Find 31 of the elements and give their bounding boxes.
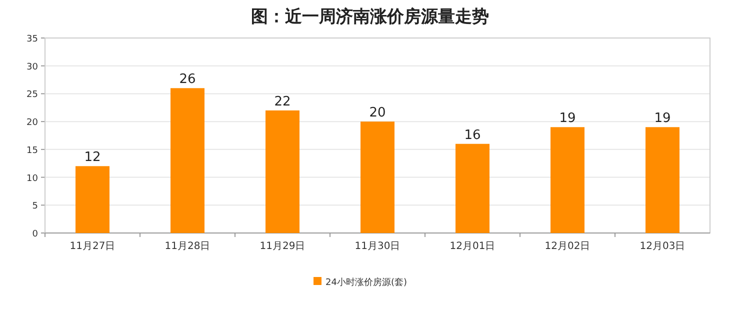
data-label: 16 [464, 128, 481, 143]
legend-label: 24小时涨价房源(套) [326, 277, 407, 288]
bar [360, 122, 394, 233]
x-tick-label: 12月03日 [640, 241, 686, 252]
y-tick-label: 15 [26, 146, 38, 156]
bar [646, 127, 680, 233]
data-label: 19 [654, 111, 671, 126]
x-tick-label: 11月28日 [164, 241, 210, 252]
x-tick-label: 12月01日 [450, 241, 496, 252]
y-tick-label: 20 [26, 118, 38, 128]
y-tick-label: 35 [26, 34, 38, 44]
data-label: 20 [369, 106, 386, 121]
chart-title: 图：近一周济南涨价房源量走势 [251, 7, 489, 27]
bar [170, 88, 204, 233]
data-label: 12 [84, 150, 101, 166]
data-label: 22 [274, 94, 291, 110]
bar [550, 127, 584, 233]
x-tick-label: 11月30日 [354, 241, 400, 252]
x-tick-label: 12月02日 [544, 241, 590, 252]
y-tick-label: 10 [26, 174, 38, 184]
y-tick-label: 0 [32, 230, 38, 240]
y-tick-label: 25 [26, 90, 38, 100]
y-tick-label: 5 [32, 202, 38, 212]
x-tick-label: 11月29日 [260, 241, 306, 252]
x-tick-label: 11月27日 [70, 241, 116, 252]
bar [456, 144, 490, 233]
bar [76, 166, 110, 233]
bar [266, 110, 300, 233]
data-label: 19 [559, 111, 576, 126]
data-label: 26 [179, 72, 196, 88]
y-tick-label: 30 [26, 62, 38, 72]
